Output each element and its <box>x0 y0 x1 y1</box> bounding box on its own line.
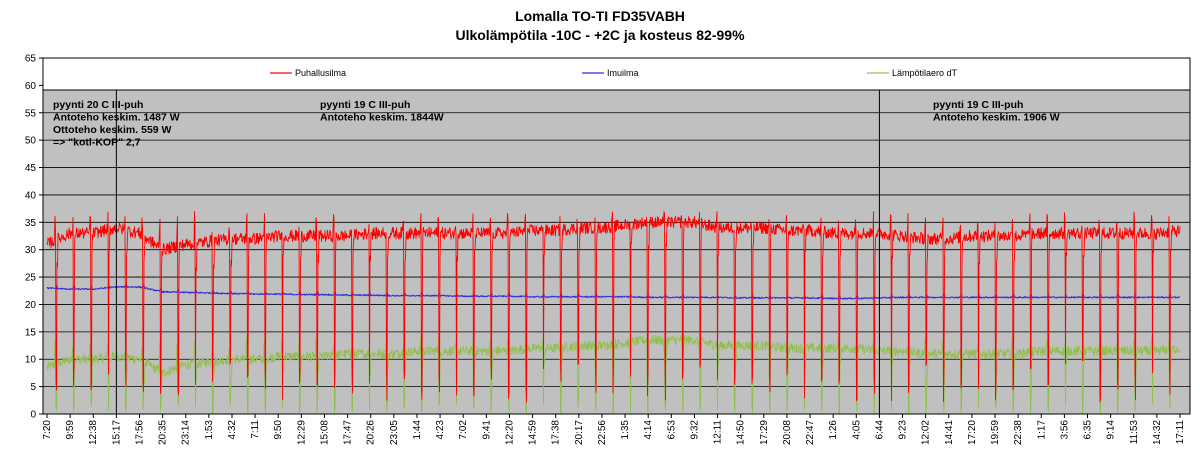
x-tick-label: 14:59 <box>528 420 539 445</box>
x-tick-label: 4:23 <box>435 420 446 440</box>
annotation-line: => "kotl-KOP" 2,7 <box>53 137 141 149</box>
x-tick-label: 23:14 <box>181 420 192 445</box>
y-tick-label: 25 <box>25 273 37 284</box>
y-tick-label: 30 <box>25 245 37 256</box>
x-tick-label: 4:05 <box>851 420 862 440</box>
x-tick-label: 17:56 <box>134 420 145 445</box>
x-tick-label: 22:47 <box>805 420 816 445</box>
x-tick-label: 9:32 <box>689 420 700 440</box>
legend-box <box>42 57 1191 91</box>
x-tick-label: 17:38 <box>551 420 562 445</box>
x-tick-label: 1:35 <box>620 420 631 440</box>
annotation-line: pyynti 19 C III-puh <box>933 99 1023 111</box>
y-axis: 0 5 10 15 20 25 30 35 40 45 50 55 60 65 <box>25 54 44 421</box>
y-tick-label: 35 <box>25 218 37 229</box>
x-tick-label: 9:50 <box>273 420 284 440</box>
x-tick-label: 4:14 <box>643 420 654 440</box>
x-tick-label: 12:20 <box>504 420 515 445</box>
x-tick-label: 12:38 <box>88 420 99 445</box>
x-tick-label: 7:20 <box>42 420 53 440</box>
plot-background <box>43 90 1190 414</box>
annotation-line: Antoteho keskim. 1844W <box>320 112 444 124</box>
x-tick-label: 20:35 <box>158 420 169 445</box>
y-tick-label: 50 <box>25 136 37 147</box>
legend-label: Lämpötilaero dT <box>892 68 958 78</box>
x-tick-label: 12:29 <box>296 420 307 445</box>
y-tick-label: 20 <box>25 300 37 311</box>
x-tick-label: 6:35 <box>1083 420 1094 440</box>
annotation-line: Antoteho keskim. 1906 W <box>933 112 1060 124</box>
x-tick-label: 4:32 <box>227 420 238 440</box>
chart-subtitle: Ulkolämpötila -10C - +2C ja kosteus 82-9… <box>455 27 745 43</box>
y-tick-label: 45 <box>25 163 37 174</box>
x-tick-label: 1:53 <box>204 420 215 440</box>
x-tick-label: 23:05 <box>389 420 400 445</box>
legend-label: Puhallusilma <box>295 68 346 78</box>
y-tick-label: 65 <box>25 54 37 65</box>
x-tick-label: 1:17 <box>1036 420 1047 440</box>
gridlines <box>43 112 1190 388</box>
x-tick-label: 19:59 <box>990 420 1001 445</box>
x-tick-label: 6:53 <box>666 420 677 440</box>
y-tick-label: 0 <box>30 410 36 421</box>
x-axis: 7:20 9:59 12:38 15:17 17:56 20:35 23:14 1:53 4:3… <box>42 413 1190 445</box>
x-tick-label: 3:56 <box>1059 420 1070 440</box>
legend: Puhallusilma Imuilma Lämpötilaero dT <box>270 68 958 78</box>
annotation-line: pyynti 20 C III-puh <box>53 99 143 111</box>
x-tick-label: 1:26 <box>828 420 839 440</box>
y-tick-label: 10 <box>25 355 37 366</box>
annotation-line: Antoteho keskim. 1487 W <box>53 112 180 124</box>
legend-label: Imuilma <box>607 68 639 78</box>
x-tick-label: 6:44 <box>874 420 885 440</box>
x-tick-label: 17:29 <box>759 420 770 445</box>
y-tick-label: 5 <box>30 382 36 393</box>
x-tick-label: 1:44 <box>412 420 423 440</box>
series-line-puhallusilma <box>46 211 1181 403</box>
x-tick-label: 7:11 <box>250 420 261 439</box>
x-tick-label: 20:08 <box>782 420 793 445</box>
y-tick-label: 60 <box>25 81 37 92</box>
x-tick-label: 11:53 <box>1129 420 1140 445</box>
x-tick-label: 17:11 <box>1175 420 1186 445</box>
x-tick-label: 15:17 <box>111 420 122 445</box>
chart-title: Lomalla TO-TI FD35VABH <box>515 8 685 24</box>
x-tick-label: 17:20 <box>967 420 978 445</box>
separator-layer <box>115 90 880 414</box>
x-tick-label: 9:59 <box>65 420 76 440</box>
x-tick-label: 12:11 <box>713 420 724 445</box>
x-tick-label: 14:50 <box>736 420 747 445</box>
plot-area <box>42 57 1191 415</box>
x-tick-label: 7:02 <box>458 420 469 440</box>
y-tick-label: 15 <box>25 327 37 338</box>
x-tick-label: 9:23 <box>898 420 909 440</box>
annotation-line: Ottoteho keskim. 559 W <box>53 124 172 136</box>
x-tick-label: 14:32 <box>1152 420 1163 445</box>
x-tick-label: 9:41 <box>481 420 492 440</box>
x-tick-label: 22:38 <box>1013 420 1024 445</box>
annotation-line: pyynti 19 C III-puh <box>320 99 410 111</box>
x-tick-label: 20:26 <box>366 420 377 445</box>
x-tick-label: 9:14 <box>1106 420 1117 440</box>
y-tick-label: 40 <box>25 190 37 201</box>
y-tick-label: 55 <box>25 108 37 119</box>
x-tick-label: 15:08 <box>319 420 330 445</box>
x-tick-label: 22:56 <box>597 420 608 445</box>
x-tick-label: 17:47 <box>343 420 354 445</box>
x-tick-label: 12:02 <box>921 420 932 445</box>
x-tick-label: 14:41 <box>944 420 955 445</box>
x-tick-label: 20:17 <box>574 420 585 445</box>
